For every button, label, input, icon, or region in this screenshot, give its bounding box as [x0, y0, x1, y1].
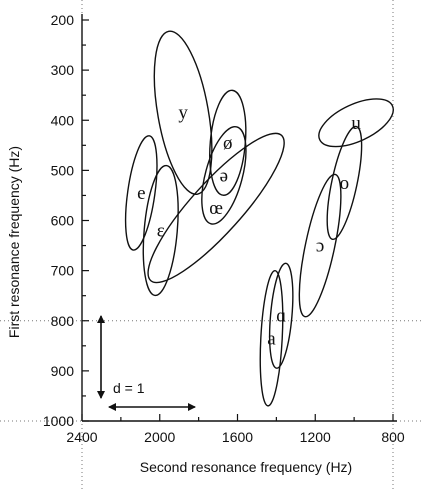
y-tick-label: 700: [51, 263, 75, 279]
y-tick-label: 300: [51, 62, 75, 78]
vowel-ellipse-2: [201, 126, 247, 225]
vowel-ellipse-6: [318, 98, 394, 148]
vowel-label-7: o: [340, 173, 350, 194]
vowel-ellipse-0: [153, 30, 213, 195]
y-tick-label: 400: [51, 112, 75, 128]
y-tick-label: 1000: [43, 413, 74, 429]
vowel-label-9: ɑ: [276, 306, 286, 327]
vowel-ellipse-10: [259, 270, 284, 407]
y-tick-label: 800: [51, 313, 75, 329]
scale-bar: d = 1: [97, 315, 196, 411]
x-tick-label: 2000: [144, 429, 175, 445]
vowel-ellipses: [124, 30, 394, 407]
vowel-label-0: y: [178, 103, 188, 124]
vowel-ellipse-3: [124, 135, 158, 251]
scale-bar-label: d = 1: [113, 380, 145, 396]
vowel-label-2: ə: [220, 165, 228, 186]
vowel-ellipse-8: [298, 173, 342, 318]
x-tick-label: 800: [381, 429, 405, 445]
x-axis-label: Second resonance frequency (Hz): [140, 459, 352, 475]
vowel-ellipse-9: [268, 262, 294, 369]
vowel-label-5: œ: [209, 198, 223, 219]
vowel-ellipse-4: [142, 164, 179, 297]
x-tick-label: 2400: [66, 429, 97, 445]
vowel-label-1: ø: [223, 133, 233, 154]
vowel-labels: y øə eɛ œ u o ɔ ɑa: [137, 103, 361, 350]
y-axis-label: First resonance frequency (Hz): [6, 146, 22, 338]
y-tick-label: 500: [51, 162, 75, 178]
vowel-label-4: ɛ: [157, 221, 165, 242]
vowel-ellipse-7: [326, 125, 363, 241]
vowel-label-3: e: [137, 183, 145, 204]
x-tick-label: 1600: [222, 429, 253, 445]
vowel-label-10: a: [267, 328, 276, 349]
x-tick-label: 1200: [300, 429, 331, 445]
y-tick-label: 900: [51, 363, 75, 379]
y-tick-label: 600: [51, 213, 75, 229]
vowel-label-8: ɔ: [316, 236, 324, 257]
y-tick-label: 200: [51, 12, 75, 28]
vowel-label-6: u: [351, 113, 361, 134]
vowel-ellipse-5: [147, 132, 285, 284]
